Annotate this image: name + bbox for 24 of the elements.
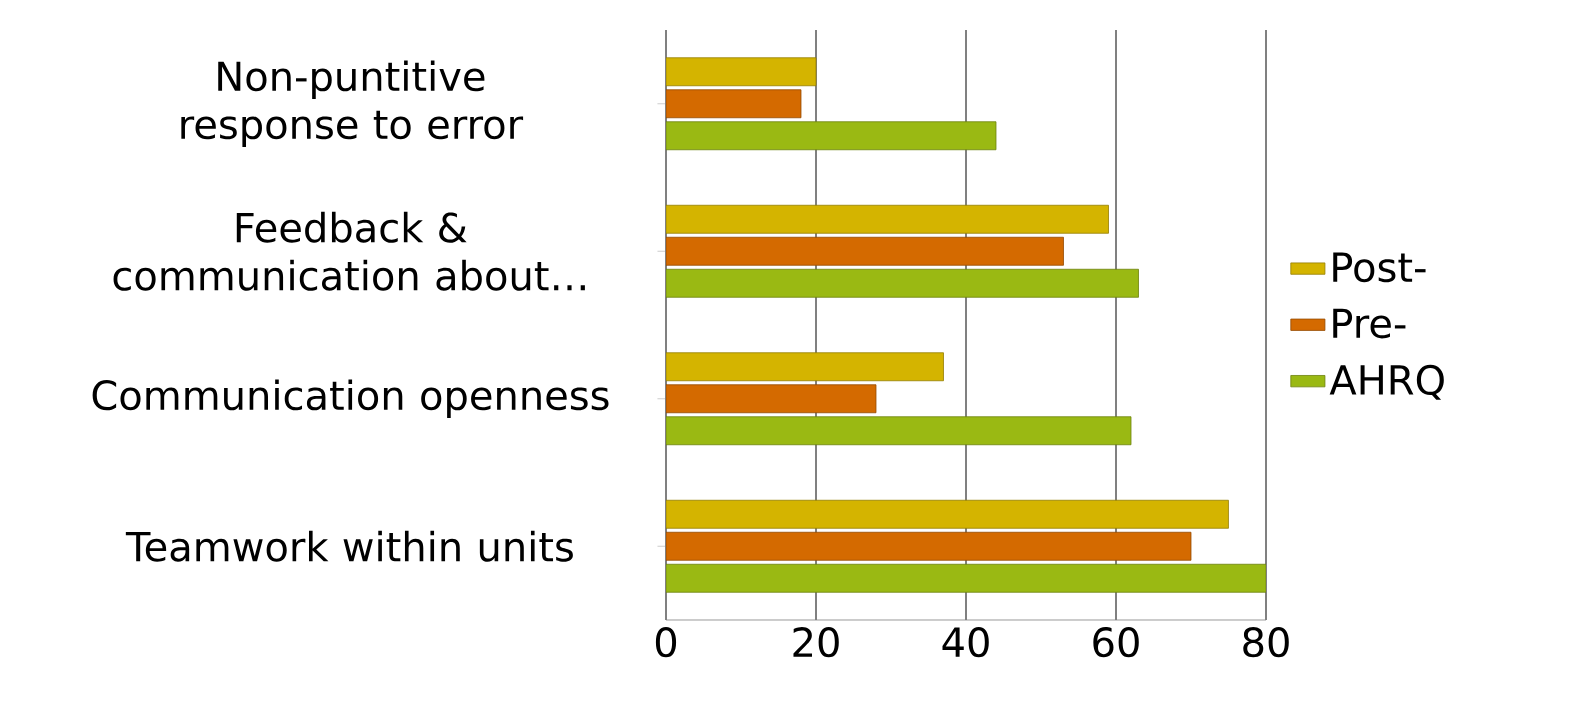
bar — [666, 499, 1229, 529]
x-tick-label: 20 — [793, 627, 839, 658]
bar — [666, 416, 1132, 446]
legend-label: Post- — [1333, 252, 1426, 283]
bar — [666, 57, 817, 87]
x-tick-label: 60 — [1093, 627, 1139, 658]
y-tick-label: Teamwork within units — [125, 530, 573, 562]
y-tick-label: Communication openness — [92, 379, 609, 419]
x-tick-label: 80 — [1243, 627, 1289, 658]
legend-label: Pre- — [1333, 308, 1406, 339]
bar — [666, 268, 1139, 298]
bar — [666, 236, 1064, 266]
legend-label: AHRQ — [1329, 364, 1444, 400]
x-tick-label: 0 — [655, 627, 677, 658]
bar — [666, 89, 802, 119]
y-tick-label: Feedback & communication about… — [113, 211, 585, 291]
bar — [666, 563, 1266, 593]
bar — [666, 121, 997, 151]
bar — [666, 204, 1109, 234]
bar — [666, 531, 1192, 561]
bar — [666, 352, 944, 382]
x-tick-label: 40 — [942, 627, 989, 658]
y-tick-label: Non-puntitive response to error — [181, 60, 524, 148]
bar — [666, 384, 877, 414]
